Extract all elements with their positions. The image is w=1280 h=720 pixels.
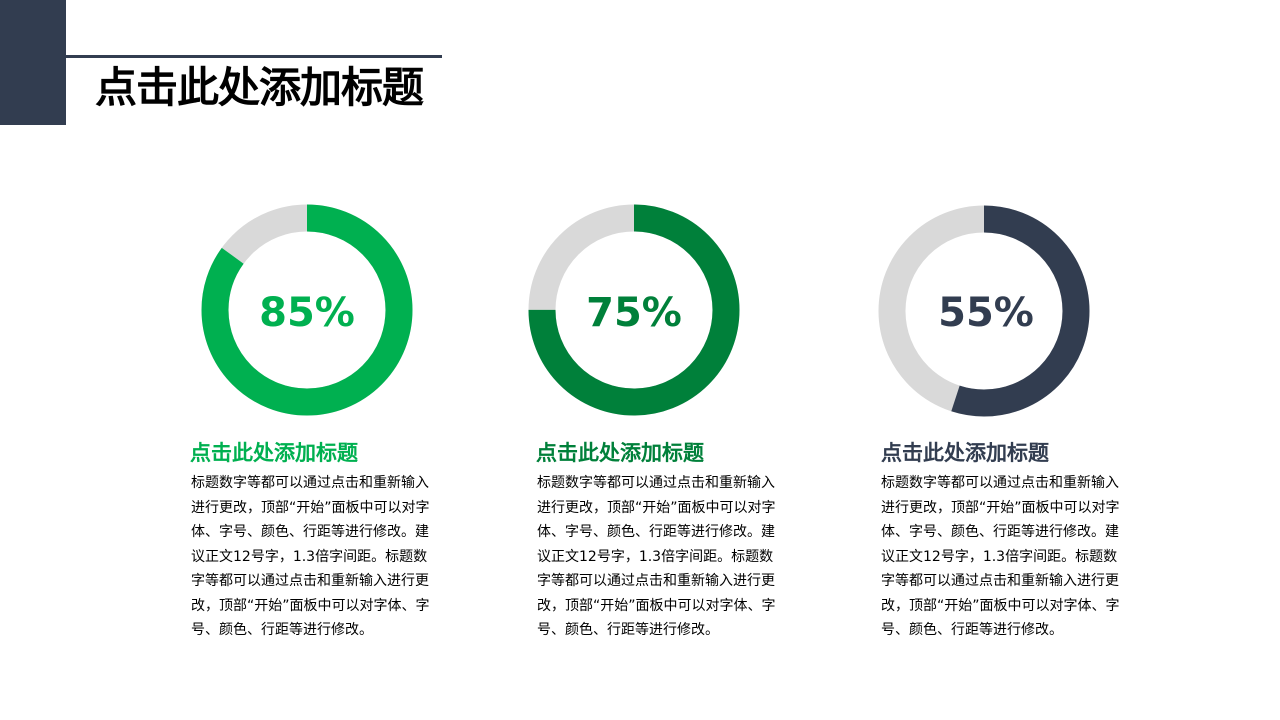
card-1-body[interactable]: 标题数字等都可以通过点击和重新输入进行更改，顶部“开始”面板中可以对字体、字号、… (191, 475, 430, 638)
ring-1-arc (201, 204, 413, 416)
ring-2-percent[interactable]: 75% (586, 290, 682, 336)
corner-accent-block (0, 0, 66, 125)
card-2-heading[interactable]: 点击此处添加标题 (536, 441, 704, 465)
ring-2-arc (528, 204, 740, 416)
card-3-body[interactable]: 标题数字等都可以通过点击和重新输入进行更改，顶部“开始”面板中可以对字体、字号、… (881, 475, 1120, 638)
slide-title[interactable]: 点击此处添加标题 (95, 63, 424, 112)
card-2-body[interactable]: 标题数字等都可以通过点击和重新输入进行更改，顶部“开始”面板中可以对字体、字号、… (537, 475, 776, 638)
ring-3-arc (878, 205, 1090, 417)
ring-1-percent[interactable]: 85% (259, 290, 355, 336)
card-3-heading[interactable]: 点击此处添加标题 (881, 441, 1049, 465)
title-rule (66, 55, 442, 58)
card-1-heading[interactable]: 点击此处添加标题 (190, 441, 358, 465)
progress-ring-1 (201, 204, 413, 416)
progress-ring-3 (878, 205, 1090, 417)
progress-ring-2 (528, 204, 740, 416)
ring-3-percent[interactable]: 55% (938, 290, 1034, 336)
